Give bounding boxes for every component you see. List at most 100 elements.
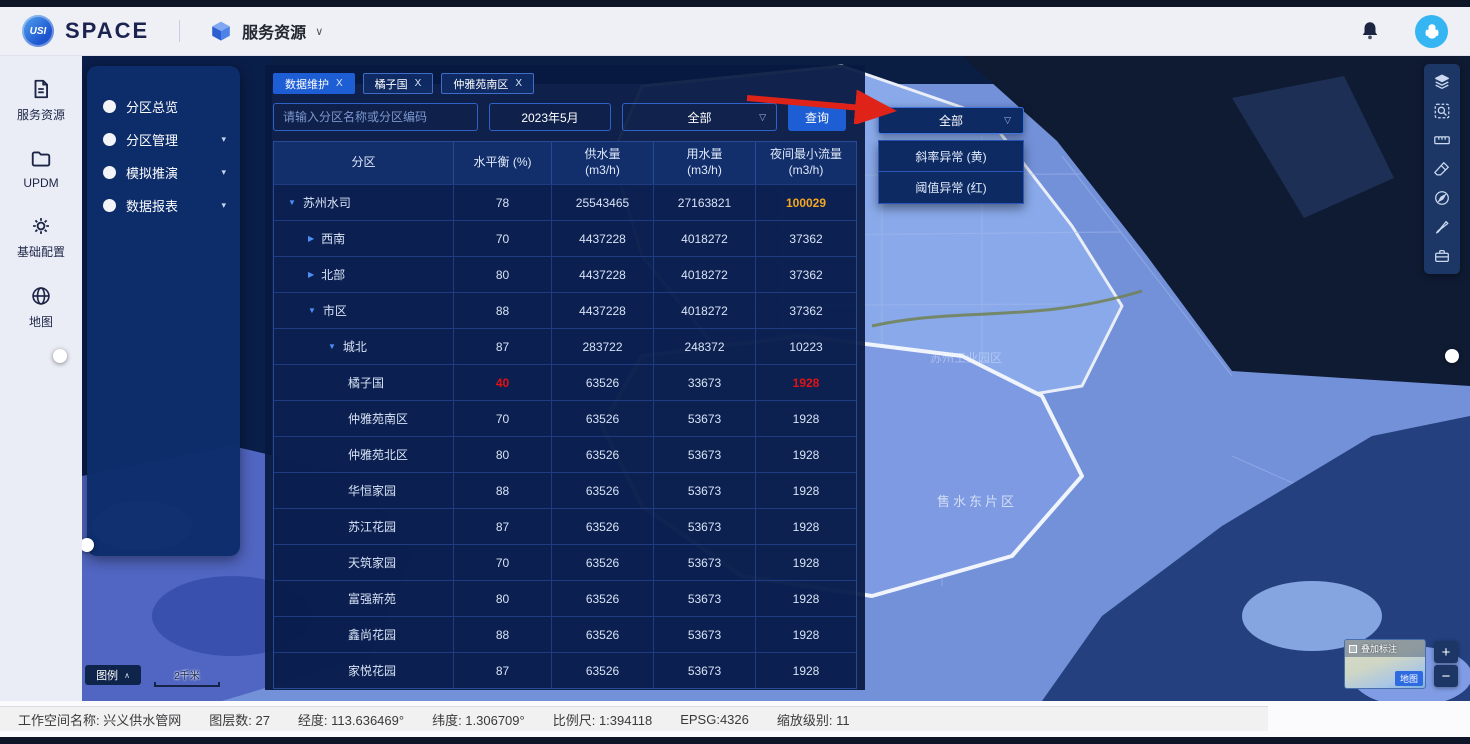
legend-label: 图例 — [96, 670, 119, 682]
night-flow-cell: 37362 — [789, 303, 823, 318]
scalebar-label: 2千米 — [174, 671, 200, 682]
table-row[interactable]: 华恒家园 88 63526 53673 1928 — [274, 472, 856, 508]
water-balance-cell: 87 — [454, 509, 552, 544]
filters-row: 2023年5月 全部 ▽ 查询 — [273, 103, 857, 131]
map-viewport[interactable]: 苏州工业园区 售水东片区 分区总览 分区管理 ▾ 模拟推演 ▾ 数据报表 ▾ 数据维护 X 橘子… — [82, 56, 1470, 701]
sidebar-item-folder[interactable]: UPDM — [0, 148, 82, 190]
table-row[interactable]: 仲雅苑北区 80 63526 53673 1928 — [274, 436, 856, 472]
ruler-icon[interactable] — [1433, 131, 1451, 149]
window-top-edge — [0, 0, 1470, 7]
table-row[interactable]: 富强新苑 80 63526 53673 1928 — [274, 580, 856, 616]
table-row[interactable]: ▼ 市区 88 4437228 4018272 37362 — [274, 292, 856, 328]
partition-name: 苏江花园 — [348, 520, 397, 534]
service-resources-menu[interactable]: 服务资源 ∨ — [210, 19, 323, 43]
table-header: 分区 水平衡 (%) 供水量 (m3/h) 用水量 (m3/h) 夜间最小流量 (m3/… — [274, 142, 856, 184]
tree-toggle-icon[interactable]: ▶ — [308, 270, 315, 279]
menu-item-4[interactable]: 数据报表 ▾ — [87, 189, 240, 222]
anomaly-select[interactable]: 全部 ▽ — [878, 107, 1024, 134]
table-row[interactable]: 橘子国 40 63526 33673 1928 — [274, 364, 856, 400]
table-row[interactable]: ▼ 苏州水司 78 25543465 27163821 100029 — [274, 184, 856, 220]
table-row[interactable]: ▶ 北部 80 4437228 4018272 37362 — [274, 256, 856, 292]
table-row[interactable]: 天筑家园 70 63526 53673 1928 — [274, 544, 856, 580]
overlay-checkbox[interactable] — [1349, 644, 1357, 653]
sidebar-item-globe[interactable]: 地图 — [0, 285, 82, 330]
usage-cell: 53673 — [654, 617, 756, 652]
tab-close-icon[interactable]: X — [336, 78, 343, 89]
zoom-controls: + − — [1434, 641, 1458, 687]
partition-name: 西南 — [321, 232, 346, 246]
sidebar-item-label: UPDM — [23, 176, 59, 190]
menu-item-1[interactable]: 分区总览 — [87, 90, 240, 123]
workspace-tab[interactable]: 数据维护 X — [273, 73, 355, 94]
brush-icon[interactable] — [1433, 218, 1451, 236]
table-row[interactable]: 家悦花园 87 63526 53673 1928 — [274, 652, 856, 688]
table-row[interactable]: 仲雅苑南区 70 63526 53673 1928 — [274, 400, 856, 436]
partition-name: 北部 — [321, 268, 346, 282]
tree-toggle-icon[interactable]: ▼ — [328, 342, 336, 351]
overview-minimap[interactable]: 叠加标注 地图 — [1344, 639, 1426, 689]
panel-collapse-handle-right[interactable] — [1445, 349, 1459, 363]
chevron-down-icon: ▾ — [221, 167, 226, 177]
eraser-icon[interactable] — [1433, 160, 1451, 178]
search-input[interactable] — [273, 103, 478, 131]
type-select[interactable]: 全部 ▽ — [622, 103, 777, 131]
panel-drag-knob[interactable] — [82, 538, 94, 552]
month-picker[interactable]: 2023年5月 — [489, 103, 611, 131]
water-balance-cell: 88 — [454, 473, 552, 508]
column-header: 水平衡 (%) — [454, 142, 552, 184]
partition-name-cell: ▶ 北部 — [274, 257, 454, 292]
tree-toggle-icon[interactable]: ▼ — [308, 306, 316, 315]
menu-item-2[interactable]: 分区管理 ▾ — [87, 123, 240, 156]
supply-cell: 4437228 — [552, 293, 654, 328]
night-flow-cell: 1928 — [792, 555, 820, 570]
menu-bullet-icon — [103, 199, 116, 212]
panel-collapse-handle-left[interactable] — [53, 349, 67, 363]
layers-icon[interactable] — [1433, 73, 1451, 91]
zoom-out-button[interactable]: − — [1434, 665, 1458, 687]
usage-cell: 53673 — [654, 581, 756, 616]
sidebar-item-gear[interactable]: 基础配置 — [0, 215, 82, 260]
partition-name-cell: 苏江花园 — [274, 509, 454, 544]
usage-cell: 53673 — [654, 437, 756, 472]
legend-toggle[interactable]: 图例 ∧ — [85, 665, 141, 685]
partition-name: 苏州水司 — [302, 196, 351, 210]
tree-toggle-icon[interactable]: ▶ — [308, 234, 315, 243]
workspace-tab[interactable]: 橘子国 X — [362, 73, 434, 94]
supply-cell: 283722 — [552, 329, 654, 364]
water-balance-cell: 88 — [454, 617, 552, 652]
notification-bell-icon[interactable] — [1359, 20, 1381, 42]
tree-toggle-icon[interactable]: ▼ — [288, 198, 296, 207]
query-button[interactable]: 查询 — [788, 103, 846, 131]
anomaly-option-2[interactable]: 阈值异常 (红) — [915, 181, 987, 195]
partition-name-cell: ▶ 西南 — [274, 221, 454, 256]
brand-logo: USI — [22, 15, 54, 47]
toolbox-icon[interactable] — [1433, 247, 1451, 265]
menu-bullet-icon — [103, 166, 116, 179]
minimap-overlay-row: 叠加标注 — [1345, 640, 1425, 657]
night-flow-cell: 1928 — [792, 411, 820, 426]
table-row[interactable]: ▶ 西南 70 4437228 4018272 37362 — [274, 220, 856, 256]
status-segment: 经度: 113.636469° — [297, 712, 405, 728]
partition-name: 橘子国 — [348, 376, 385, 390]
menu-item-3[interactable]: 模拟推演 ▾ — [87, 156, 240, 189]
water-balance-cell: 70 — [454, 545, 552, 580]
workspace-tab[interactable]: 仲雅苑南区 X — [441, 73, 535, 94]
sidebar-item-document[interactable]: 服务资源 — [0, 78, 82, 123]
table-row[interactable]: 鑫尚花园 88 63526 53673 1928 — [274, 616, 856, 652]
tab-close-icon[interactable]: X — [414, 78, 422, 89]
column-header: 用水量 (m3/h) — [654, 142, 756, 184]
tab-close-icon[interactable]: X — [515, 78, 523, 89]
compass-icon[interactable] — [1433, 189, 1451, 207]
zoom-in-button[interactable]: + — [1434, 641, 1458, 663]
chevron-down-icon: ▾ — [221, 134, 226, 144]
anomaly-option-1[interactable]: 斜率异常 (黄) — [879, 141, 1023, 172]
globe-icon — [30, 285, 52, 307]
table-row[interactable]: ▼ 城北 87 283722 248372 10223 — [274, 328, 856, 364]
supply-cell: 63526 — [552, 653, 654, 688]
user-avatar[interactable] — [1415, 14, 1448, 48]
zoom-select-icon[interactable] — [1433, 102, 1451, 120]
status-segment: EPSG:4326 — [680, 711, 749, 727]
usage-cell: 53673 — [654, 545, 756, 580]
basemap-button[interactable]: 地图 — [1394, 671, 1423, 686]
table-row[interactable]: 苏江花园 87 63526 53673 1928 — [274, 508, 856, 544]
